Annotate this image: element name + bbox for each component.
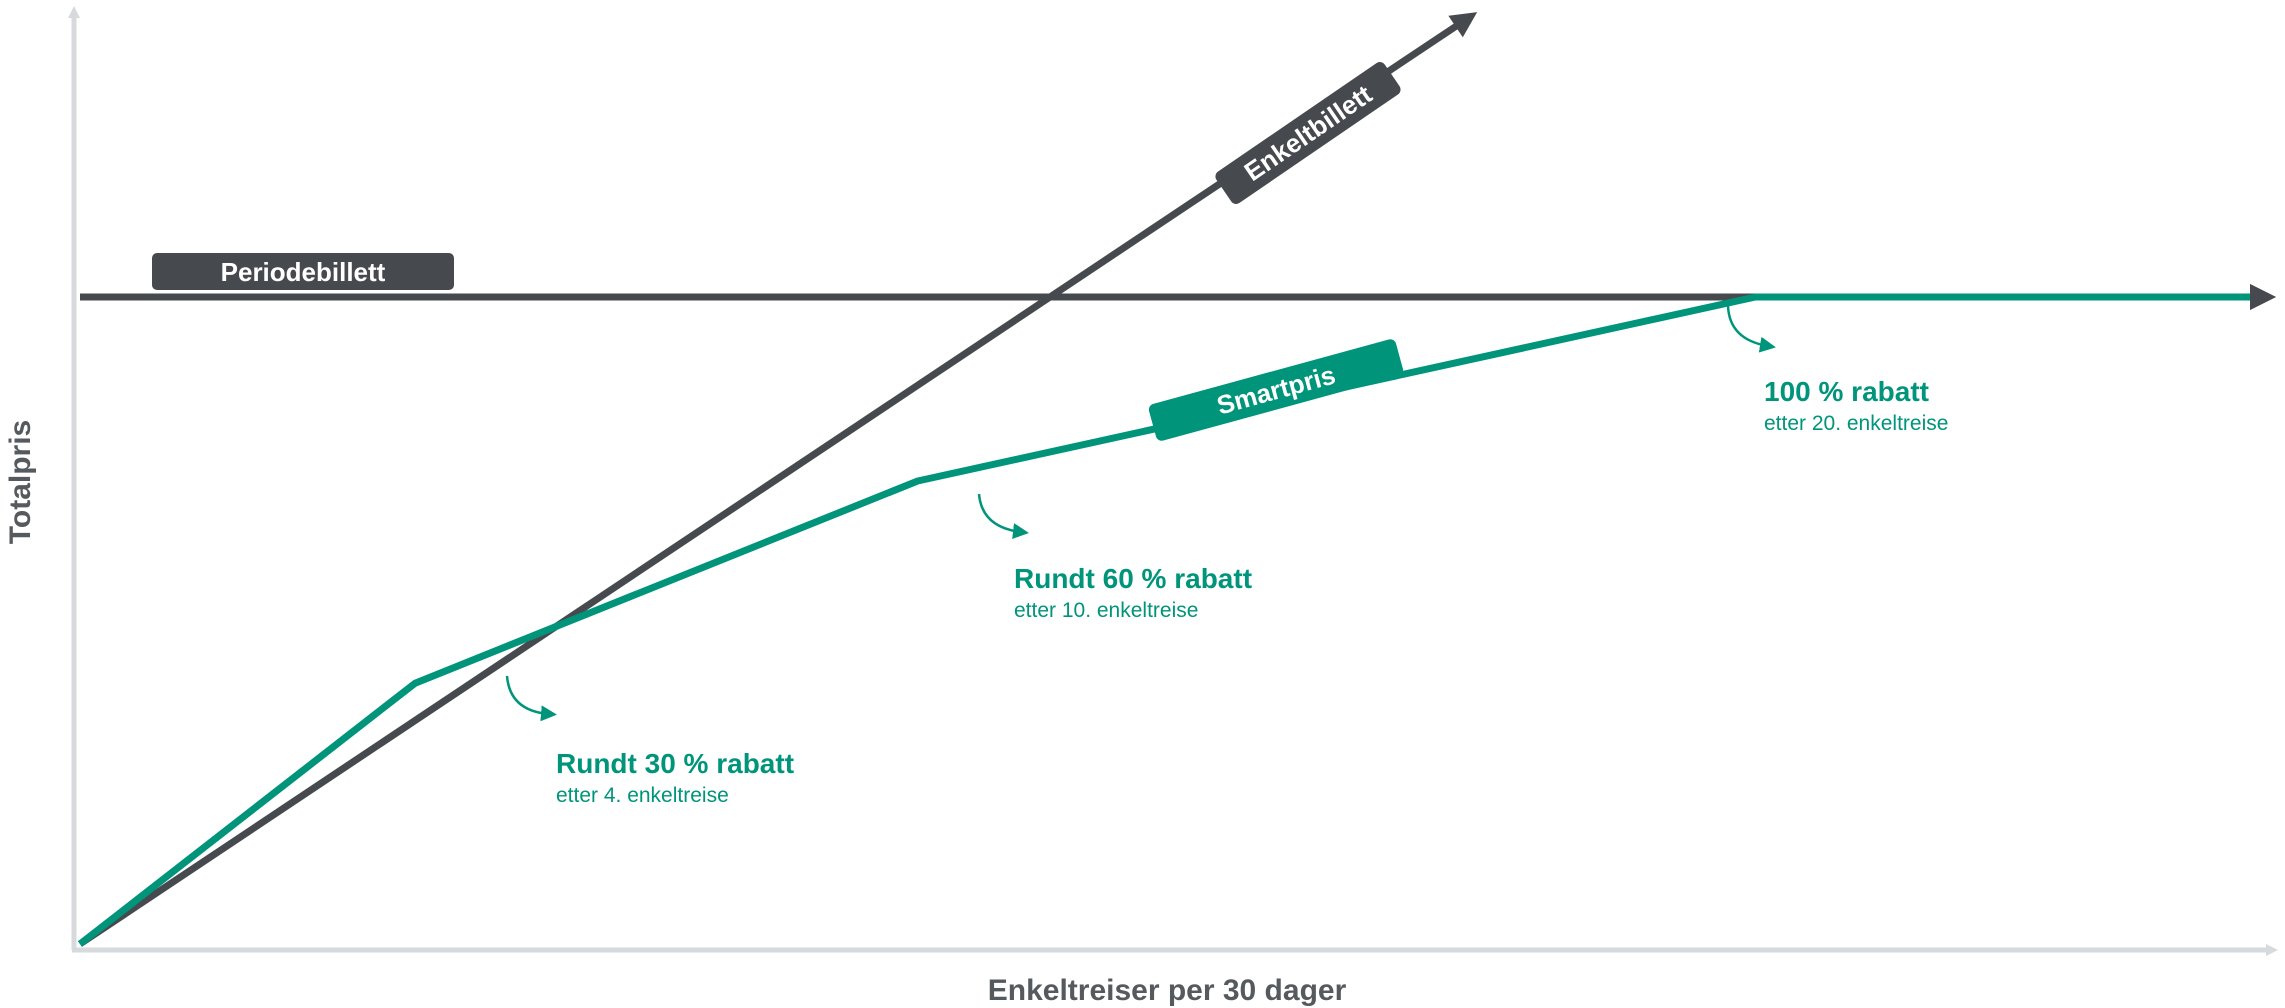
annotation-30-subtitle: etter 4. enkeltreise [556,784,729,807]
annotation-100-subtitle: etter 20. enkeltreise [1764,412,1948,435]
periodebillett-tag: Periodebillett [152,253,454,290]
series-layer [77,12,2276,947]
curved-arrow-icon [505,675,557,722]
smartpris-label: Smartpris [1213,360,1338,421]
enkeltbillett-label: Enkeltbillett [1239,79,1378,187]
annotation-60: Rundt 60 % rabatt etter 10. enkeltreise [977,493,1252,622]
annotation-30-title: Rundt 30 % rabatt [556,748,794,779]
annotation-100-title: 100 % rabatt [1764,376,1929,407]
enkeltbillett-tag: Enkeltbillett [1215,62,1401,204]
annotation-60-title: Rundt 60 % rabatt [1014,563,1252,594]
series-line-smartpris [77,284,2276,947]
annotation-60-subtitle: etter 10. enkeltreise [1014,599,1198,622]
annotation-100: 100 % rabatt etter 20. enkeltreise [1726,305,1948,435]
smartpris-tag: Smartpris [1148,339,1404,441]
y-axis-label: Totalpris [4,420,37,544]
x-axis-label: Enkeltreiser per 30 dager [988,974,1347,1007]
curved-arrow-icon [977,493,1029,539]
curved-arrow-icon [1726,305,1776,353]
periodebillett-label: Periodebillett [221,257,386,287]
annotation-30: Rundt 30 % rabatt etter 4. enkeltreise [505,675,794,807]
